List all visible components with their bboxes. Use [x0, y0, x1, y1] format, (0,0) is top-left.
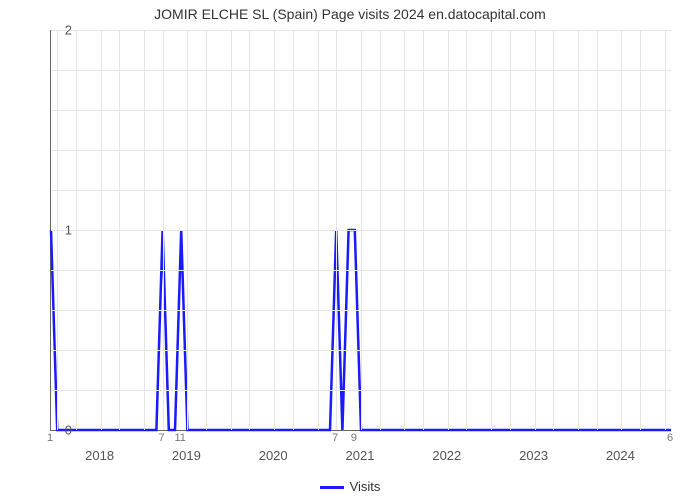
grid-line-v — [187, 30, 188, 430]
point-label: 7 — [159, 432, 165, 444]
point-label: 1 — [47, 432, 53, 444]
plot-area — [50, 30, 671, 431]
grid-line-v-minor — [293, 30, 294, 430]
x-tick-label: 2021 — [346, 448, 375, 463]
x-tick-label: 2023 — [519, 448, 548, 463]
grid-line-v-minor — [144, 30, 145, 430]
y-tick-label: 1 — [65, 223, 72, 238]
legend-label: Visits — [350, 479, 381, 494]
grid-line-v-minor — [578, 30, 579, 430]
x-tick-label: 2019 — [172, 448, 201, 463]
grid-line-v-minor — [665, 30, 666, 430]
grid-line-v-minor — [553, 30, 554, 430]
grid-line-v — [101, 30, 102, 430]
grid-line-v-minor — [249, 30, 250, 430]
x-tick-label: 2024 — [606, 448, 635, 463]
grid-line-v-minor — [597, 30, 598, 430]
point-label: 11 — [174, 432, 185, 444]
grid-line-v-minor — [404, 30, 405, 430]
y-tick-label: 2 — [65, 23, 72, 38]
x-tick-label: 2018 — [85, 448, 114, 463]
grid-line-v-minor — [206, 30, 207, 430]
grid-line-v — [274, 30, 275, 430]
grid-line-v-minor — [510, 30, 511, 430]
grid-line-v-minor — [57, 30, 58, 430]
grid-line-v-minor — [76, 30, 77, 430]
grid-line-v — [448, 30, 449, 430]
chart-title: JOMIR ELCHE SL (Spain) Page visits 2024 … — [0, 0, 700, 22]
point-label: 6 — [667, 432, 673, 444]
grid-line-v-minor — [466, 30, 467, 430]
grid-line-v-minor — [231, 30, 232, 430]
x-tick-label: 2020 — [259, 448, 288, 463]
legend: Visits — [0, 479, 700, 494]
point-label: 7 — [332, 432, 338, 444]
grid-line-v-minor — [491, 30, 492, 430]
point-label: 9 — [351, 432, 357, 444]
y-tick-label: 0 — [65, 423, 72, 438]
grid-line-v — [361, 30, 362, 430]
grid-line-v — [621, 30, 622, 430]
grid-line-v-minor — [423, 30, 424, 430]
grid-line-v-minor — [119, 30, 120, 430]
grid-line-v-minor — [640, 30, 641, 430]
legend-swatch — [320, 486, 344, 489]
x-tick-label: 2022 — [432, 448, 461, 463]
grid-line-v-minor — [163, 30, 164, 430]
grid-line-v-minor — [336, 30, 337, 430]
grid-line-v-minor — [318, 30, 319, 430]
grid-line-v — [535, 30, 536, 430]
grid-line-v-minor — [380, 30, 381, 430]
